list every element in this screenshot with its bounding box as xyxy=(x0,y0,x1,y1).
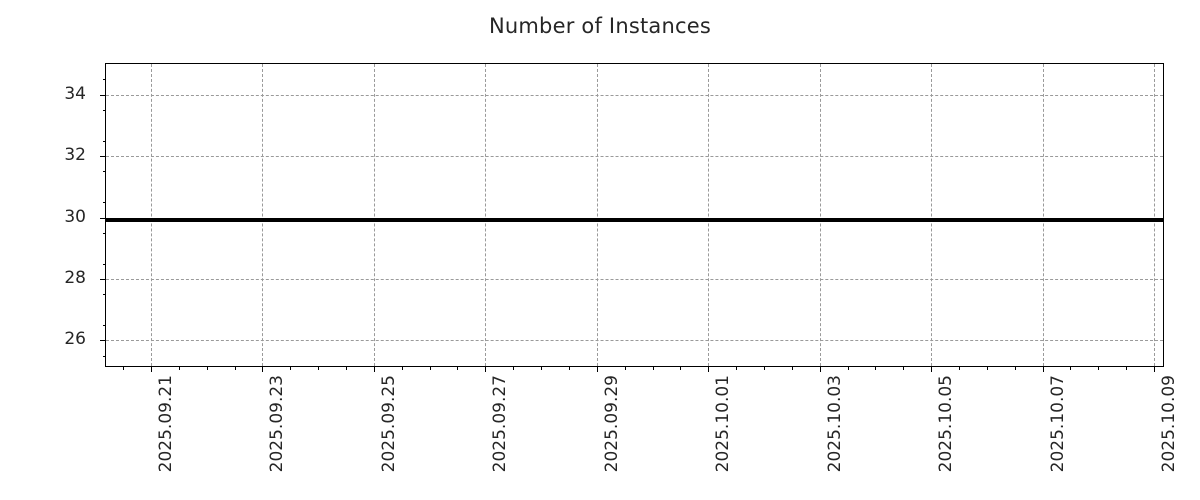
vertical-gridline xyxy=(1042,64,1044,366)
x-axis-minor-tick xyxy=(346,366,348,370)
x-axis-minor-tick xyxy=(457,366,459,370)
y-axis-tick-labels: 26 28 30 32 34 xyxy=(0,63,96,367)
x-axis-minor-tick xyxy=(763,366,765,370)
y-axis-minor-tick xyxy=(102,202,106,204)
x-axis-minor-tick xyxy=(736,366,738,370)
x-axis-minor-tick xyxy=(178,366,180,370)
vertical-gridline xyxy=(708,64,710,366)
x-axis-minor-tick xyxy=(875,366,877,370)
x-axis-tick-label: 2025.09.21 xyxy=(156,375,176,473)
x-axis-minor-tick xyxy=(652,366,654,370)
vertical-gridline xyxy=(485,64,487,366)
y-axis-tick xyxy=(100,278,106,280)
x-axis-tick xyxy=(1154,366,1155,372)
y-axis-tick-label: 30 xyxy=(64,206,86,227)
horizontal-gridline xyxy=(106,94,1163,96)
x-axis-minor-tick xyxy=(847,366,849,370)
x-axis-tick-label: 2025.10.09 xyxy=(1159,375,1179,473)
plot-area xyxy=(100,63,1164,372)
y-axis-minor-tick xyxy=(102,140,106,142)
x-axis-tick-label: 2025.10.01 xyxy=(713,375,734,473)
x-axis-minor-tick xyxy=(401,366,403,370)
x-axis-minor-tick xyxy=(123,366,125,370)
series-line xyxy=(106,217,1163,222)
gridlines xyxy=(106,64,1163,366)
chart-title: Number of Instances xyxy=(488,14,711,38)
horizontal-gridline xyxy=(106,217,1163,219)
vertical-gridline xyxy=(931,64,933,366)
y-axis-minor-tick xyxy=(102,110,106,112)
x-axis-tick xyxy=(262,366,264,372)
data-series-layer xyxy=(106,64,1163,366)
x-axis-minor-tick xyxy=(206,366,208,370)
vertical-gridline xyxy=(373,64,375,366)
y-axis-tick xyxy=(100,94,106,96)
x-axis-tick-label: 2025.10.07 xyxy=(1047,375,1068,473)
x-axis-minor-tick xyxy=(791,366,793,370)
vertical-gridline xyxy=(819,64,821,366)
x-axis-tick-label: 2025.09.23 xyxy=(267,375,288,473)
x-axis-minor-tick xyxy=(1070,366,1072,370)
x-axis-tick xyxy=(708,366,710,372)
y-axis-tick xyxy=(100,340,106,342)
y-axis-tick-label: 34 xyxy=(64,83,86,104)
vertical-gridline xyxy=(1154,64,1155,366)
vertical-gridline xyxy=(151,64,152,366)
x-axis-minor-tick xyxy=(1014,366,1016,370)
x-axis-tick-label: 2025.09.25 xyxy=(378,375,399,473)
x-axis-tick xyxy=(931,366,933,372)
y-axis-tick-label: 32 xyxy=(64,145,86,166)
x-axis-minor-tick xyxy=(986,366,988,370)
x-axis-minor-tick xyxy=(680,366,682,370)
y-axis-minor-tick xyxy=(102,325,106,326)
vertical-gridline xyxy=(596,64,598,366)
horizontal-gridline xyxy=(106,278,1163,280)
horizontal-gridline xyxy=(106,156,1163,158)
x-axis-minor-tick xyxy=(1126,366,1128,370)
x-axis-tick-label: 2025.10.05 xyxy=(936,375,957,473)
x-axis-tick xyxy=(373,366,375,372)
x-axis-tick-label: 2025.09.29 xyxy=(601,375,622,473)
x-axis-tick xyxy=(1042,366,1044,372)
x-axis-tick xyxy=(151,366,152,372)
y-axis-tick xyxy=(100,156,106,158)
x-axis-tick xyxy=(485,366,487,372)
y-axis-tick xyxy=(100,217,106,219)
horizontal-gridline xyxy=(106,340,1163,342)
x-axis-minor-tick xyxy=(318,366,320,370)
y-axis-minor-tick xyxy=(102,355,106,357)
x-axis-tick-label: 2025.09.27 xyxy=(490,375,511,473)
x-axis-minor-tick xyxy=(429,366,431,370)
y-axis-minor-tick xyxy=(102,232,106,234)
x-axis-tick-labels: 2025.09.21 2025.09.23 2025.09.25 2025.09.27… xyxy=(105,375,1179,495)
y-axis-tick-label: 26 xyxy=(64,329,86,350)
x-axis-minor-tick xyxy=(234,366,236,370)
y-axis-minor-tick xyxy=(102,171,106,173)
x-axis-minor-tick xyxy=(568,366,570,370)
x-axis-minor-tick xyxy=(624,366,626,370)
x-axis-minor-tick xyxy=(513,366,515,370)
y-axis-minor-tick xyxy=(102,79,106,81)
y-axis-minor-tick xyxy=(102,263,106,265)
x-axis-minor-tick xyxy=(1098,366,1100,370)
x-axis-minor-tick xyxy=(958,366,960,370)
x-axis-tick xyxy=(596,366,598,372)
x-axis-minor-tick xyxy=(541,366,543,370)
vertical-gridline xyxy=(262,64,264,366)
y-axis-tick-label: 28 xyxy=(64,267,86,288)
x-axis-minor-tick xyxy=(290,366,292,370)
x-axis-minor-tick xyxy=(903,366,905,370)
x-axis-tick xyxy=(819,366,821,372)
x-axis-tick-label: 2025.10.03 xyxy=(824,375,845,473)
y-axis-minor-tick xyxy=(102,294,106,296)
axis-ticks xyxy=(100,64,1163,372)
